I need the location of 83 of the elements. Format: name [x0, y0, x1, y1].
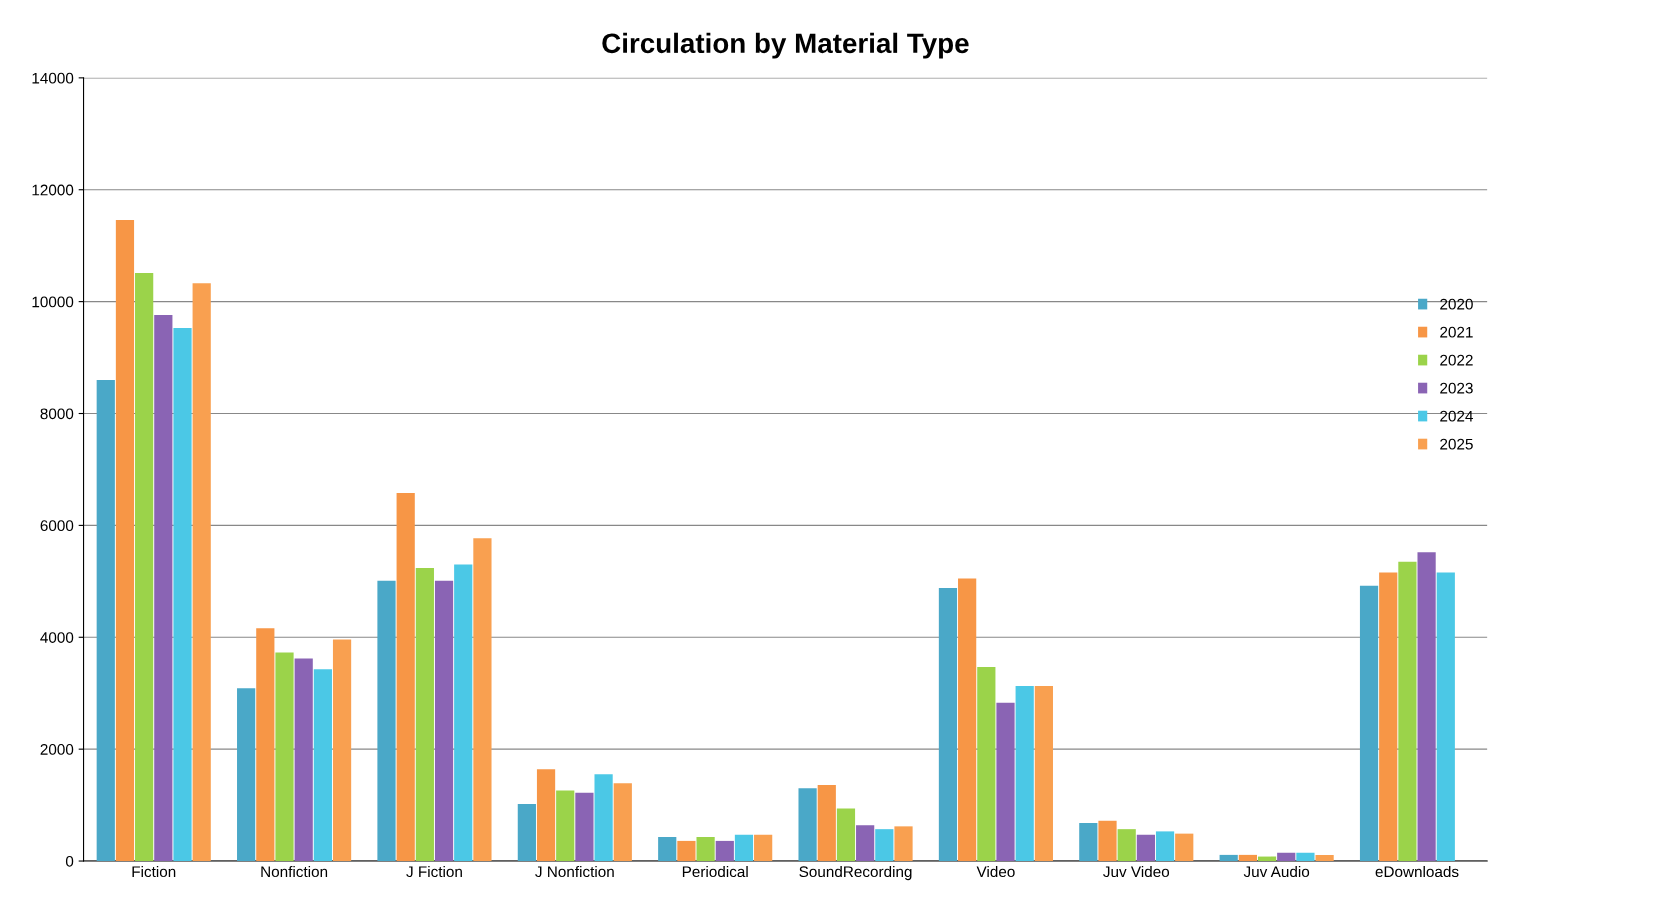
bar: [256, 628, 275, 862]
bar: [115, 219, 135, 862]
bar: [434, 580, 454, 862]
bar: [677, 840, 696, 862]
y-tick-label: 6000: [40, 520, 74, 532]
bar: [556, 790, 575, 862]
bar: [817, 784, 836, 862]
bar: [1117, 829, 1136, 862]
legend-label: 2023: [1440, 382, 1473, 394]
legend-label: 2021: [1440, 326, 1473, 338]
x-tick-label: Fiction: [132, 865, 176, 878]
bar: [798, 788, 817, 862]
bar: [1296, 852, 1315, 862]
bar: [754, 834, 773, 862]
legend-label: 2024: [1440, 410, 1473, 422]
bar: [938, 588, 958, 862]
y-tick-label: 0: [65, 855, 74, 867]
bar: [377, 580, 396, 862]
bar: [1098, 820, 1117, 862]
bar: [1379, 572, 1398, 862]
legend-label: 2020: [1440, 298, 1473, 310]
bar: [294, 658, 313, 862]
y-tick-label: 8000: [40, 408, 74, 420]
bar: [536, 769, 556, 862]
bar: [658, 836, 677, 862]
x-tick-label: Periodical: [682, 865, 748, 878]
legend-label: 2025: [1440, 438, 1473, 450]
bar: [313, 669, 332, 862]
bar: [594, 774, 613, 862]
bar: [1359, 585, 1379, 862]
bar: [275, 652, 294, 862]
bar: [454, 564, 473, 862]
bar: [977, 666, 996, 862]
y-tick-label: 2000: [40, 744, 74, 755]
bar: [192, 283, 211, 862]
bar: [958, 578, 977, 862]
bar: [1315, 854, 1334, 862]
bar: [894, 826, 913, 862]
bar: [332, 639, 352, 862]
y-tick-label: 4000: [40, 632, 74, 643]
legend-label: 2022: [1440, 354, 1473, 366]
bar: [996, 702, 1015, 862]
x-tick-label: Juv Audio: [1243, 865, 1310, 878]
bar: [1238, 854, 1257, 862]
bar: [517, 803, 536, 862]
bar: [173, 327, 192, 862]
x-tick-label: SoundRecording: [799, 865, 912, 881]
bar: [575, 792, 594, 862]
x-tick-label: J Fiction: [406, 865, 462, 878]
x-tick-label: J Nonfiction: [535, 865, 614, 878]
bar: [613, 783, 632, 862]
bar: [715, 840, 734, 862]
x-tick-label: Video: [976, 865, 1015, 878]
bar: [1155, 831, 1175, 862]
x-tick-label: Nonfiction: [261, 865, 328, 878]
y-tick-label: 12000: [32, 184, 74, 196]
bar: [836, 808, 856, 862]
y-tick-label: 10000: [32, 296, 74, 308]
chart-title: Circulation by Material Type: [602, 32, 969, 59]
bar: [154, 315, 173, 862]
y-tick-label: 14000: [32, 72, 74, 84]
bar: [734, 834, 754, 862]
bar: [875, 829, 894, 862]
bar: [96, 379, 115, 862]
bar: [1219, 854, 1238, 862]
bar: [1079, 823, 1098, 862]
x-tick-label: eDownloads: [1375, 865, 1459, 878]
bar: [1034, 685, 1053, 862]
bar: [1417, 552, 1436, 862]
bar: [396, 492, 415, 862]
bar: [1015, 685, 1034, 862]
bar: [135, 273, 154, 862]
x-tick-label: Juv Video: [1103, 865, 1170, 878]
bar: [1277, 852, 1296, 862]
bar: [1175, 833, 1194, 862]
bar: [856, 825, 875, 862]
bar: [237, 688, 256, 862]
bar: [1436, 572, 1455, 862]
bar: [415, 567, 434, 862]
bar: [696, 836, 715, 862]
bar: [473, 538, 492, 862]
bar: [1136, 834, 1155, 862]
bar: [1398, 561, 1417, 862]
